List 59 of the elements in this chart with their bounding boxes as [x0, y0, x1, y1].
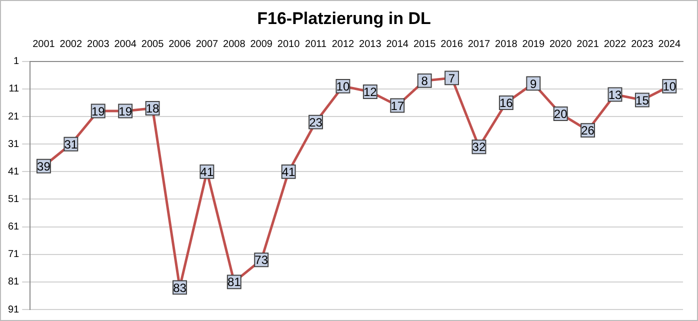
data-label: 41 [282, 164, 296, 179]
x-tick-label: 2021 [576, 39, 600, 50]
y-tick-label: 91 [8, 304, 20, 316]
data-label: 39 [37, 159, 51, 174]
y-tick-label: 1 [14, 56, 20, 68]
y-tick-label: 71 [8, 249, 20, 260]
data-label: 12 [363, 85, 378, 100]
data-label: 9 [530, 76, 538, 91]
y-tick-label: 61 [8, 222, 20, 233]
y-tick-label: 11 [8, 84, 20, 95]
y-tick-label: 81 [8, 276, 20, 288]
data-label: 19 [91, 104, 106, 118]
data-label: 31 [64, 137, 78, 152]
data-label: 73 [254, 253, 268, 268]
x-tick-label: 2023 [631, 39, 654, 50]
x-tick-label: 2018 [495, 39, 518, 50]
y-tick-label: 31 [8, 138, 20, 150]
data-label: 17 [390, 98, 404, 113]
data-label: 10 [336, 80, 350, 94]
x-tick-label: 2013 [359, 39, 382, 50]
y-tick-label: 51 [8, 194, 20, 205]
data-label: 19 [118, 104, 132, 118]
data-label: 10 [662, 80, 676, 94]
data-label: 15 [636, 93, 650, 108]
data-label: 32 [472, 140, 486, 154]
x-tick-label: 2002 [60, 39, 82, 50]
x-tick-label: 2014 [386, 39, 409, 50]
x-tick-label: 2001 [32, 39, 56, 50]
x-tick-label: 2011 [305, 39, 327, 50]
data-label: 26 [581, 124, 595, 138]
data-label: 8 [421, 74, 428, 88]
x-tick-label: 2005 [141, 39, 164, 50]
data-label: 41 [200, 164, 214, 179]
x-tick-label: 2007 [196, 39, 219, 50]
x-tick-label: 2022 [604, 39, 627, 50]
data-label: 16 [500, 96, 514, 110]
y-tick-label: 41 [8, 166, 20, 178]
x-tick-label: 2004 [114, 39, 137, 50]
data-label: 81 [227, 275, 242, 290]
x-tick-label: 2019 [522, 39, 545, 50]
x-tick-label: 2012 [332, 39, 355, 50]
x-tick-label: 2016 [440, 39, 464, 50]
y-tick-label: 21 [8, 111, 20, 122]
chart-title: F16-Platzierung in DL [257, 8, 431, 28]
data-label: 83 [173, 280, 187, 295]
data-label: 20 [554, 107, 568, 122]
data-label: 18 [146, 102, 160, 116]
x-tick-label: 2015 [413, 39, 436, 50]
x-tick-label: 2020 [549, 39, 572, 50]
x-tick-label: 2010 [277, 39, 300, 50]
x-tick-label: 2003 [87, 39, 110, 50]
x-tick-label: 2006 [168, 39, 192, 50]
x-tick-label: 2017 [468, 39, 491, 50]
x-tick-label: 2008 [223, 39, 246, 50]
data-label: 23 [309, 115, 323, 130]
data-label: 7 [448, 71, 456, 86]
x-tick-label: 2024 [658, 39, 681, 50]
x-tick-label: 2009 [250, 39, 273, 50]
data-label: 13 [608, 88, 622, 102]
